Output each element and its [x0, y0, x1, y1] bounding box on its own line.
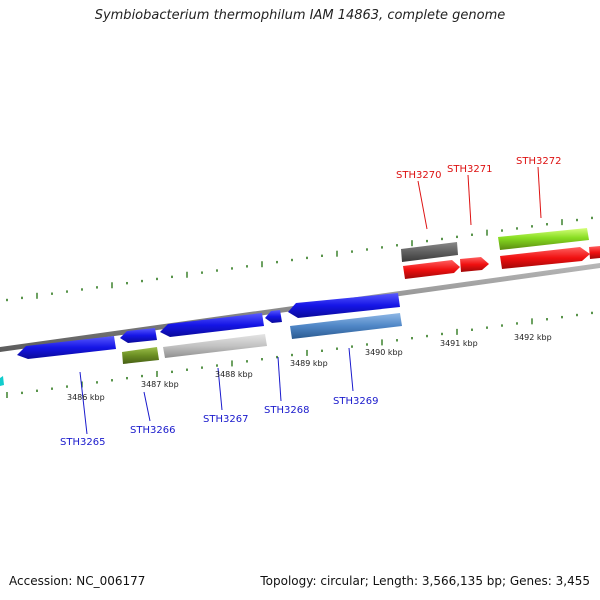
genome-summary-text: Topology: circular; Length: 3,566,135 bp… [260, 574, 590, 588]
gene-red-2[interactable] [460, 257, 489, 272]
gene-red-4[interactable] [589, 246, 600, 259]
gene-features [0, 228, 600, 386]
gene-label-sth3267[interactable]: STH3267 [203, 414, 248, 425]
gene-sth3265[interactable] [17, 336, 116, 359]
gene-sth3272[interactable] [498, 228, 589, 250]
scale-label: 3487 kbp [141, 380, 179, 389]
gene-label-sth3271[interactable]: STH3271 [447, 164, 492, 175]
gene-sth3266-upper[interactable] [120, 328, 157, 343]
gene-sth3269-upper[interactable] [288, 293, 400, 318]
gene-label-sth3270[interactable]: STH3270 [396, 170, 441, 181]
lower-tick-track [6, 311, 593, 398]
gene-label-sth3269[interactable]: STH3269 [333, 396, 378, 407]
scale-label: 3486 kbp [67, 393, 105, 402]
gene-red-3[interactable] [500, 247, 590, 269]
scale-labels: 3486 kbp 3487 kbp 3488 kbp 3489 kbp 3490… [67, 333, 552, 402]
gene-sth3268[interactable] [265, 310, 282, 323]
gene-partial-left[interactable] [0, 376, 4, 386]
label-leaders [79, 166, 542, 435]
gene-olive[interactable] [122, 347, 159, 364]
accession-text: Accession: NC_006177 [9, 574, 146, 588]
scale-label: 3491 kbp [440, 339, 478, 348]
scale-label: 3490 kbp [365, 348, 403, 357]
gene-label-sth3266[interactable]: STH3266 [130, 425, 175, 436]
scale-label: 3492 kbp [514, 333, 552, 342]
gene-label-sth3268[interactable]: STH3268 [264, 405, 309, 416]
gene-label-sth3265[interactable]: STH3265 [60, 437, 105, 448]
upper-tick-track [6, 216, 593, 302]
gene-sth3270[interactable] [401, 242, 458, 262]
gene-sth3267-upper[interactable] [160, 313, 264, 337]
gene-red-1[interactable] [403, 260, 460, 279]
gene-labels: STH3265 STH3266 STH3267 STH3268 STH3269 … [60, 156, 561, 448]
scale-label: 3489 kbp [290, 359, 328, 368]
genome-title: Symbiobacterium thermophilum IAM 14863, … [94, 8, 506, 23]
gene-grey[interactable] [163, 334, 267, 358]
scale-label: 3488 kbp [215, 370, 253, 379]
gene-steel[interactable] [290, 313, 402, 339]
gene-label-sth3272[interactable]: STH3272 [516, 156, 561, 167]
